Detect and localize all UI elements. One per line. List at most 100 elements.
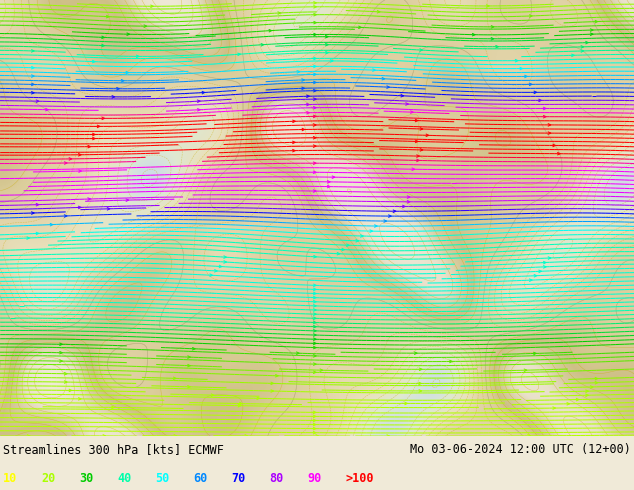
- FancyArrowPatch shape: [359, 26, 361, 28]
- FancyArrowPatch shape: [93, 137, 95, 140]
- FancyArrowPatch shape: [373, 69, 375, 72]
- FancyArrowPatch shape: [36, 232, 39, 235]
- FancyArrowPatch shape: [276, 374, 278, 377]
- FancyArrowPatch shape: [174, 435, 176, 437]
- FancyArrowPatch shape: [32, 75, 34, 77]
- FancyArrowPatch shape: [60, 360, 62, 362]
- FancyArrowPatch shape: [314, 57, 316, 60]
- FancyArrowPatch shape: [102, 44, 105, 47]
- FancyArrowPatch shape: [69, 389, 72, 392]
- FancyArrowPatch shape: [590, 33, 593, 35]
- FancyArrowPatch shape: [314, 98, 316, 100]
- FancyArrowPatch shape: [418, 382, 421, 385]
- FancyArrowPatch shape: [151, 5, 153, 7]
- FancyArrowPatch shape: [97, 125, 100, 128]
- FancyArrowPatch shape: [103, 435, 105, 437]
- FancyArrowPatch shape: [93, 60, 95, 63]
- FancyArrowPatch shape: [595, 21, 598, 23]
- FancyArrowPatch shape: [525, 75, 527, 78]
- FancyArrowPatch shape: [528, 435, 530, 437]
- FancyArrowPatch shape: [174, 377, 176, 380]
- FancyArrowPatch shape: [88, 198, 91, 200]
- FancyArrowPatch shape: [405, 402, 407, 405]
- FancyArrowPatch shape: [450, 360, 452, 363]
- FancyArrowPatch shape: [293, 141, 295, 144]
- FancyArrowPatch shape: [313, 325, 316, 328]
- FancyArrowPatch shape: [548, 257, 551, 259]
- FancyArrowPatch shape: [539, 270, 541, 272]
- FancyArrowPatch shape: [572, 54, 574, 57]
- FancyArrowPatch shape: [496, 46, 498, 48]
- FancyArrowPatch shape: [193, 347, 195, 350]
- FancyArrowPatch shape: [576, 398, 579, 401]
- FancyArrowPatch shape: [314, 81, 316, 84]
- FancyArrowPatch shape: [393, 210, 396, 213]
- FancyArrowPatch shape: [313, 427, 316, 430]
- FancyArrowPatch shape: [543, 116, 546, 118]
- FancyArrowPatch shape: [472, 33, 475, 36]
- Text: 90: 90: [307, 471, 321, 485]
- FancyArrowPatch shape: [548, 132, 551, 134]
- FancyArrowPatch shape: [586, 41, 588, 44]
- FancyArrowPatch shape: [307, 95, 309, 98]
- FancyArrowPatch shape: [238, 404, 241, 407]
- FancyArrowPatch shape: [415, 352, 417, 354]
- Text: Mo 03-06-2024 12:00 UTC (12+00): Mo 03-06-2024 12:00 UTC (12+00): [410, 442, 631, 456]
- FancyArrowPatch shape: [307, 103, 309, 106]
- FancyArrowPatch shape: [328, 185, 330, 188]
- FancyArrowPatch shape: [314, 22, 316, 24]
- FancyArrowPatch shape: [79, 206, 81, 209]
- FancyArrowPatch shape: [314, 292, 316, 294]
- FancyArrowPatch shape: [32, 83, 34, 86]
- FancyArrowPatch shape: [297, 71, 299, 73]
- FancyArrowPatch shape: [112, 96, 115, 98]
- FancyArrowPatch shape: [65, 162, 67, 164]
- FancyArrowPatch shape: [36, 203, 39, 206]
- FancyArrowPatch shape: [107, 208, 110, 210]
- FancyArrowPatch shape: [271, 390, 273, 392]
- FancyArrowPatch shape: [269, 29, 271, 32]
- FancyArrowPatch shape: [302, 128, 304, 131]
- FancyArrowPatch shape: [112, 406, 114, 409]
- FancyArrowPatch shape: [520, 67, 522, 70]
- FancyArrowPatch shape: [261, 44, 264, 46]
- FancyArrowPatch shape: [313, 334, 316, 336]
- FancyArrowPatch shape: [313, 371, 316, 373]
- FancyArrowPatch shape: [406, 103, 408, 105]
- FancyArrowPatch shape: [302, 87, 304, 90]
- FancyArrowPatch shape: [50, 223, 53, 226]
- FancyArrowPatch shape: [595, 377, 598, 380]
- FancyArrowPatch shape: [377, 10, 380, 13]
- FancyArrowPatch shape: [337, 252, 340, 255]
- FancyArrowPatch shape: [553, 407, 555, 409]
- FancyArrowPatch shape: [313, 309, 316, 311]
- FancyArrowPatch shape: [27, 435, 30, 437]
- FancyArrowPatch shape: [529, 83, 532, 86]
- FancyArrowPatch shape: [314, 255, 316, 258]
- FancyArrowPatch shape: [314, 284, 316, 287]
- FancyArrowPatch shape: [407, 196, 410, 198]
- FancyArrowPatch shape: [245, 435, 247, 437]
- FancyArrowPatch shape: [347, 244, 349, 246]
- FancyArrowPatch shape: [387, 86, 389, 88]
- FancyArrowPatch shape: [32, 212, 34, 214]
- FancyArrowPatch shape: [548, 123, 551, 126]
- FancyArrowPatch shape: [307, 112, 309, 114]
- FancyArrowPatch shape: [320, 369, 323, 371]
- FancyArrowPatch shape: [384, 220, 386, 222]
- FancyArrowPatch shape: [313, 330, 316, 332]
- FancyArrowPatch shape: [314, 13, 316, 16]
- FancyArrowPatch shape: [313, 124, 316, 126]
- FancyArrowPatch shape: [316, 435, 318, 437]
- FancyArrowPatch shape: [79, 397, 81, 400]
- FancyArrowPatch shape: [417, 155, 419, 157]
- FancyArrowPatch shape: [410, 111, 413, 113]
- FancyArrowPatch shape: [581, 46, 583, 48]
- FancyArrowPatch shape: [403, 205, 405, 208]
- FancyArrowPatch shape: [313, 137, 316, 139]
- FancyArrowPatch shape: [313, 171, 316, 173]
- FancyArrowPatch shape: [543, 266, 546, 268]
- FancyArrowPatch shape: [325, 35, 328, 38]
- FancyArrowPatch shape: [595, 382, 598, 384]
- FancyArrowPatch shape: [188, 365, 190, 367]
